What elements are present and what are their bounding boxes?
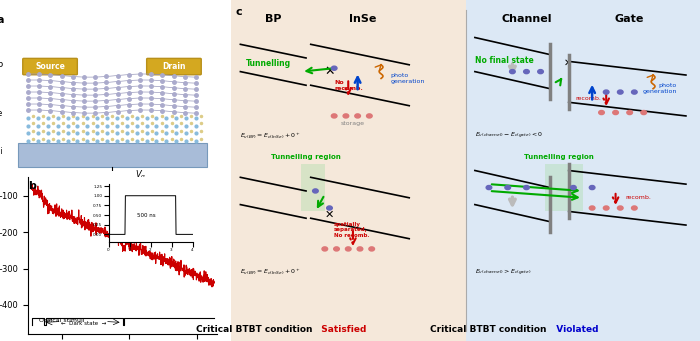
- Text: a: a: [0, 15, 4, 25]
- Circle shape: [343, 114, 349, 118]
- Circle shape: [603, 206, 609, 210]
- Bar: [302, 164, 325, 211]
- Text: storage: storage: [341, 121, 365, 126]
- Text: Critical BTBT condition: Critical BTBT condition: [196, 325, 316, 334]
- Text: Tunnelling region: Tunnelling region: [524, 154, 594, 160]
- Circle shape: [589, 206, 595, 210]
- Text: ←  Dark state  →: ← Dark state →: [61, 322, 106, 326]
- Text: Source: Source: [35, 62, 65, 71]
- Text: ✕: ✕: [564, 58, 572, 68]
- Circle shape: [367, 114, 372, 118]
- Circle shape: [369, 247, 375, 251]
- Text: ✕: ✕: [325, 210, 334, 220]
- Text: $E_{v(BP)} = E_{c(InSe)} + 0^+$: $E_{v(BP)} = E_{c(InSe)} + 0^+$: [240, 132, 301, 141]
- Circle shape: [322, 247, 328, 251]
- Text: ✕: ✕: [324, 65, 335, 78]
- Text: Tunnelling: Tunnelling: [246, 59, 291, 68]
- Circle shape: [631, 206, 637, 210]
- Text: 500 ns: 500 ns: [137, 212, 155, 218]
- Circle shape: [327, 206, 332, 210]
- Circle shape: [357, 247, 363, 251]
- Circle shape: [505, 186, 510, 190]
- Circle shape: [626, 110, 633, 115]
- Text: photo
generation: photo generation: [391, 73, 425, 84]
- Text: recomb.: recomb.: [625, 195, 651, 200]
- Text: InSe: InSe: [349, 14, 376, 24]
- Circle shape: [617, 206, 623, 210]
- Circle shape: [570, 186, 576, 190]
- Text: BP: BP: [265, 14, 281, 24]
- Text: Violated: Violated: [550, 325, 598, 334]
- Circle shape: [331, 66, 337, 70]
- Circle shape: [641, 110, 647, 115]
- Text: Channel: Channel: [501, 14, 552, 24]
- Circle shape: [603, 90, 609, 94]
- Circle shape: [334, 247, 340, 251]
- Text: $E_{v(channel)} - E_{c(gate)} < 0$: $E_{v(channel)} - E_{c(gate)} < 0$: [475, 131, 543, 142]
- Bar: [231, 0, 466, 341]
- Text: SiO₂/Si: SiO₂/Si: [0, 146, 3, 155]
- Text: $V_g$: $V_g$: [135, 169, 146, 182]
- Circle shape: [598, 110, 604, 115]
- Text: Drain: Drain: [162, 62, 186, 71]
- Text: BP: BP: [0, 62, 3, 71]
- Text: b: b: [28, 181, 36, 191]
- Text: No
recomb.: No recomb.: [334, 80, 363, 91]
- Text: Critical BTBT condition: Critical BTBT condition: [430, 325, 550, 334]
- Circle shape: [631, 90, 637, 94]
- Bar: [545, 164, 582, 211]
- Circle shape: [524, 70, 529, 74]
- Circle shape: [589, 186, 595, 190]
- Text: Tunnelling region: Tunnelling region: [271, 154, 341, 160]
- Circle shape: [313, 189, 319, 193]
- Bar: [466, 0, 700, 341]
- Text: $E_{v(channel)} > E_{c(gate)}$: $E_{v(channel)} > E_{c(gate)}$: [475, 268, 531, 278]
- Text: Satisfied: Satisfied: [316, 325, 367, 334]
- Circle shape: [510, 70, 515, 74]
- Text: $E_{v(BP)} = E_{c(InSe)} + 0^+$: $E_{v(BP)} = E_{c(InSe)} + 0^+$: [240, 268, 301, 277]
- Text: No final state: No final state: [475, 56, 533, 65]
- FancyBboxPatch shape: [22, 58, 78, 75]
- Text: photo
generation: photo generation: [642, 83, 676, 94]
- Text: InSe: InSe: [0, 109, 3, 118]
- Text: recomb.: recomb.: [575, 97, 601, 101]
- Circle shape: [612, 110, 618, 115]
- Text: spatially
separated,
No recomb.: spatially separated, No recomb.: [334, 222, 370, 238]
- Circle shape: [355, 114, 360, 118]
- Text: Optical stimuli: Optical stimuli: [39, 318, 85, 323]
- Text: c: c: [236, 7, 242, 17]
- Circle shape: [617, 90, 623, 94]
- Circle shape: [538, 70, 543, 74]
- FancyBboxPatch shape: [18, 143, 206, 167]
- Circle shape: [486, 186, 492, 190]
- Text: Gate: Gate: [615, 14, 644, 24]
- Circle shape: [331, 114, 337, 118]
- Circle shape: [345, 247, 351, 251]
- FancyBboxPatch shape: [147, 58, 202, 75]
- Circle shape: [524, 186, 529, 190]
